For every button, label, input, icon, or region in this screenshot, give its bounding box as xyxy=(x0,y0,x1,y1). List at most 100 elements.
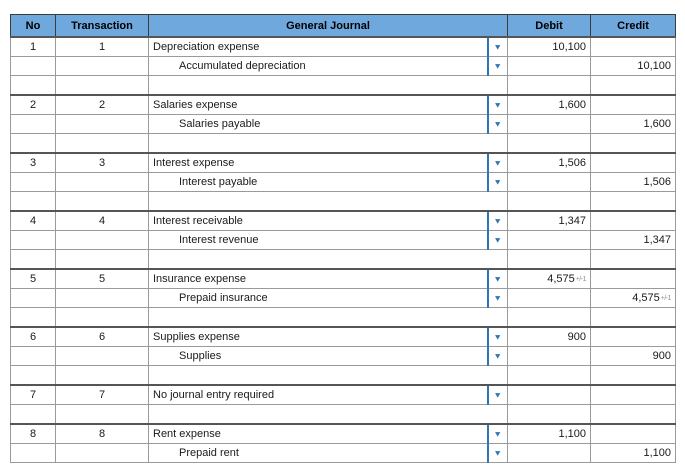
account-select[interactable]: Interest receivable xyxy=(148,210,488,231)
account-select[interactable]: Interest expense xyxy=(148,152,488,173)
debit-cell[interactable] xyxy=(507,346,592,366)
no-cell xyxy=(10,404,56,425)
account-dropdown-button[interactable]: ▼ xyxy=(486,152,509,173)
debit-cell[interactable] xyxy=(507,114,592,134)
account-dropdown-button[interactable]: ▼ xyxy=(486,443,509,463)
account-select[interactable]: Prepaid rent xyxy=(148,443,488,463)
journal-row: 8 8 Rent expense ▼ 1,100 xyxy=(10,423,677,444)
amount-value: 1,100 xyxy=(558,428,587,440)
credit-cell[interactable] xyxy=(590,384,677,405)
general-journal-cell xyxy=(147,249,509,270)
account-dropdown-button[interactable]: ▼ xyxy=(486,288,509,308)
column-header-no: No xyxy=(10,14,56,38)
account-dropdown-button[interactable]: ▼ xyxy=(486,210,509,231)
credit-cell[interactable] xyxy=(590,423,677,444)
account-dropdown-button[interactable]: ▼ xyxy=(486,94,509,115)
general-journal-cell xyxy=(147,307,509,328)
account-dropdown-button[interactable]: ▼ xyxy=(486,326,509,347)
account-select[interactable]: Prepaid insurance xyxy=(148,288,488,308)
account-dropdown-button[interactable]: ▼ xyxy=(486,36,509,57)
transaction-cell xyxy=(55,75,149,96)
account-dropdown-button[interactable]: ▼ xyxy=(486,56,509,76)
account-select[interactable]: No journal entry required xyxy=(148,384,488,405)
account-dropdown-button[interactable]: ▼ xyxy=(486,268,509,289)
journal-row: Supplies ▼ 900 xyxy=(10,346,677,366)
account-select[interactable]: Insurance expense xyxy=(148,268,488,289)
debit-cell[interactable]: 900 xyxy=(507,326,592,347)
debit-cell[interactable] xyxy=(507,172,592,192)
debit-cell[interactable]: 10,100 xyxy=(507,36,592,57)
no-cell xyxy=(10,75,56,96)
transaction-cell xyxy=(55,443,149,463)
general-journal-cell xyxy=(147,133,509,154)
debit-cell[interactable] xyxy=(507,230,592,250)
debit-cell[interactable]: 1,347 xyxy=(507,210,592,231)
general-journal-cell xyxy=(147,365,509,386)
no-cell: 8 xyxy=(10,423,56,444)
amount-value: 1,100 xyxy=(643,447,672,459)
credit-cell[interactable]: 10,100 xyxy=(590,56,677,76)
journal-row: 5 5 Insurance expense ▼ 4,575+/-1 xyxy=(10,268,677,289)
credit-cell[interactable]: 1,347 xyxy=(590,230,677,250)
no-cell xyxy=(10,56,56,76)
chevron-down-icon: ▼ xyxy=(493,274,503,284)
transaction-cell xyxy=(55,114,149,134)
journal-row: 1 1 Depreciation expense ▼ 10,100 xyxy=(10,36,677,57)
account-select[interactable]: Accumulated depreciation xyxy=(148,56,488,76)
account-select[interactable]: Interest revenue xyxy=(148,230,488,250)
credit-cell[interactable]: 1,100 xyxy=(590,443,677,463)
credit-cell[interactable]: 1,600 xyxy=(590,114,677,134)
transaction-cell: 7 xyxy=(55,384,149,405)
tolerance-marker: +/-1 xyxy=(660,295,672,302)
no-cell xyxy=(10,133,56,154)
account-select[interactable]: Interest payable xyxy=(148,172,488,192)
debit-cell[interactable] xyxy=(507,384,592,405)
debit-cell xyxy=(507,365,592,386)
account-dropdown-button[interactable]: ▼ xyxy=(486,423,509,444)
no-cell xyxy=(10,230,56,250)
credit-cell[interactable] xyxy=(590,268,677,289)
credit-cell[interactable] xyxy=(590,36,677,57)
debit-cell[interactable] xyxy=(507,56,592,76)
account-select[interactable]: Salaries payable xyxy=(148,114,488,134)
credit-cell[interactable] xyxy=(590,94,677,115)
chevron-down-icon: ▼ xyxy=(493,332,503,342)
transaction-cell xyxy=(55,172,149,192)
debit-cell[interactable]: 1,600 xyxy=(507,94,592,115)
account-dropdown-button[interactable]: ▼ xyxy=(486,346,509,366)
amount-value: 1,506 xyxy=(558,157,587,169)
account-dropdown-button[interactable]: ▼ xyxy=(486,172,509,192)
transaction-cell xyxy=(55,404,149,425)
account-dropdown-button[interactable]: ▼ xyxy=(486,230,509,250)
chevron-down-icon: ▼ xyxy=(493,100,503,110)
credit-cell xyxy=(590,249,677,270)
credit-cell[interactable]: 1,506 xyxy=(590,172,677,192)
credit-cell[interactable] xyxy=(590,326,677,347)
journal-row: Accumulated depreciation ▼ 10,100 xyxy=(10,56,677,76)
transaction-cell xyxy=(55,346,149,366)
credit-cell[interactable] xyxy=(590,210,677,231)
debit-cell[interactable] xyxy=(507,288,592,308)
journal-table-body: 1 1 Depreciation expense ▼ 10,100 Accumulated… xyxy=(10,36,677,463)
debit-cell[interactable]: 1,100 xyxy=(507,423,592,444)
separator-row xyxy=(10,307,677,328)
credit-cell xyxy=(590,133,677,154)
account-select[interactable]: Rent expense xyxy=(148,423,488,444)
debit-cell[interactable]: 1,506 xyxy=(507,152,592,173)
account-select[interactable]: Supplies expense xyxy=(148,326,488,347)
separator-row xyxy=(10,249,677,270)
debit-cell[interactable] xyxy=(507,443,592,463)
separator-row xyxy=(10,75,677,96)
credit-cell xyxy=(590,75,677,96)
credit-cell[interactable]: 900 xyxy=(590,346,677,366)
debit-cell[interactable]: 4,575+/-1 xyxy=(507,268,592,289)
chevron-down-icon: ▼ xyxy=(493,429,503,439)
account-dropdown-button[interactable]: ▼ xyxy=(486,384,509,405)
separator-row xyxy=(10,365,677,386)
credit-cell[interactable] xyxy=(590,152,677,173)
account-select[interactable]: Depreciation expense xyxy=(148,36,488,57)
credit-cell[interactable]: 4,575+/-1 xyxy=(590,288,677,308)
account-select[interactable]: Supplies xyxy=(148,346,488,366)
account-select[interactable]: Salaries expense xyxy=(148,94,488,115)
account-dropdown-button[interactable]: ▼ xyxy=(486,114,509,134)
